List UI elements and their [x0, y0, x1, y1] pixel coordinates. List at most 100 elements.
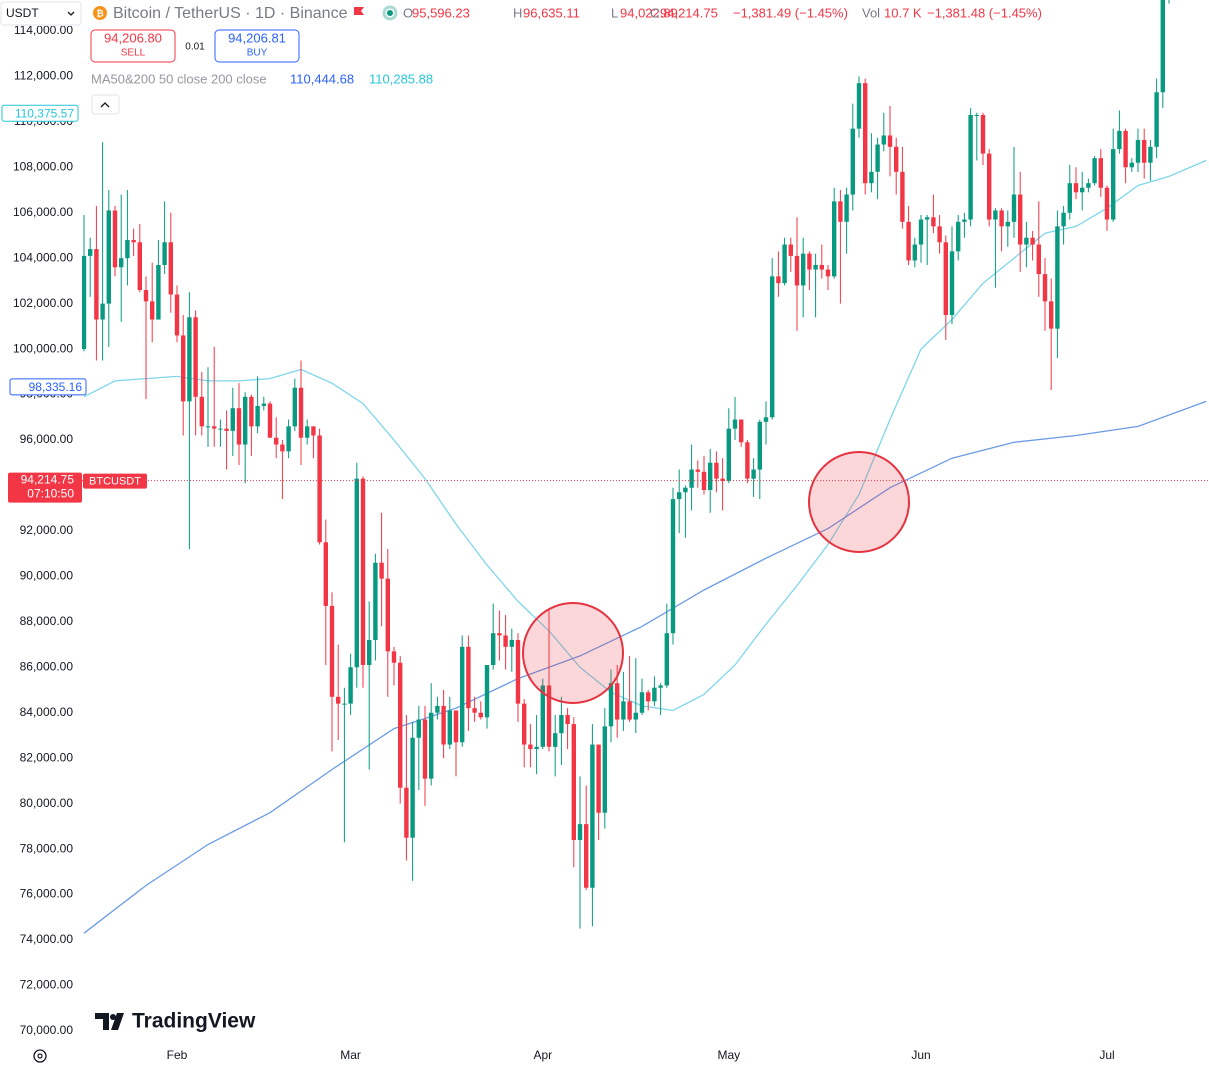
candle-body	[807, 253, 812, 270]
candle-body	[962, 219, 967, 222]
candle-body	[739, 419, 744, 443]
candle-body	[1092, 158, 1097, 184]
candle-body	[404, 787, 409, 838]
candle-body	[912, 244, 917, 261]
candle-body	[1148, 146, 1153, 163]
y-tick-label: 76,000.00	[20, 887, 74, 901]
candle-body	[137, 242, 142, 290]
ohlc-key: H	[513, 5, 522, 20]
sell-price: 94,206.80	[104, 30, 162, 45]
candle-body	[255, 405, 260, 427]
candle-body	[726, 428, 731, 481]
candle-body	[466, 646, 471, 709]
price-label-box	[8, 472, 82, 503]
flag-icon[interactable]	[354, 7, 364, 15]
candle-body	[298, 387, 304, 438]
candle-body	[695, 469, 700, 472]
collapse-button[interactable]	[91, 94, 120, 115]
y-tick-label: 78,000.00	[20, 841, 74, 855]
candle-body	[770, 276, 775, 418]
sell-label: SELL	[121, 48, 146, 59]
candle-body	[832, 201, 837, 277]
y-tick-label: 80,000.00	[20, 796, 74, 810]
buy-button[interactable]	[214, 29, 300, 63]
y-tick-label: 70,000.00	[20, 1023, 74, 1037]
candle-body	[212, 426, 217, 429]
logo-text: TradingView	[132, 1010, 256, 1033]
x-tick-label: Feb	[167, 1048, 188, 1062]
candle-body	[342, 703, 347, 705]
candle-body	[1042, 274, 1048, 302]
candle-body	[819, 265, 824, 270]
candle-body	[559, 715, 564, 734]
candle-body	[745, 442, 750, 479]
candle-body	[1018, 194, 1023, 245]
candle-body	[621, 701, 626, 720]
ohlc-value: 94,214.75	[660, 5, 718, 20]
candle-body	[1073, 183, 1079, 193]
indicator-name: MA50&200 50 close 200 close	[91, 71, 267, 86]
candle-body	[522, 703, 527, 745]
candle-body	[100, 303, 105, 320]
candle-body	[546, 685, 552, 747]
candle-body	[484, 665, 490, 718]
y-tick-label: 84,000.00	[20, 705, 74, 719]
vol-key: Vol	[862, 5, 880, 20]
candle-body	[894, 146, 899, 172]
y-tick-label: 102,000.00	[13, 296, 73, 310]
price-axis: 70,000.00 72,000.00 74,000.00 76,000.00 78,0…	[13, 23, 1115, 1062]
vol-change: −1,381.48 (−1.45%)	[927, 5, 1042, 20]
candle-body	[193, 317, 198, 397]
candle-body	[906, 221, 911, 261]
x-tick-label: Mar	[340, 1048, 361, 1062]
settings-icon[interactable]	[33, 1049, 47, 1063]
candle-body	[119, 258, 124, 268]
candle-body	[732, 419, 738, 429]
candle-body	[106, 210, 111, 304]
vol-value: 10.7 K	[884, 5, 922, 20]
candle-body	[652, 687, 657, 702]
sell-button[interactable]	[90, 29, 176, 63]
candle-body	[230, 408, 235, 431]
indicator-value: 110,285.88	[369, 71, 433, 86]
indicator-value: 110,444.68	[290, 71, 354, 86]
candle-body	[447, 710, 452, 745]
candle-body	[336, 696, 341, 704]
candle-body	[385, 578, 390, 652]
candle-body	[329, 605, 335, 697]
candle-body	[280, 444, 285, 452]
candle-body	[980, 115, 986, 154]
candle-body	[168, 242, 173, 295]
candle-body	[633, 712, 638, 720]
candle-body	[1117, 130, 1122, 150]
candle-body	[801, 253, 806, 286]
candle-body	[627, 701, 632, 720]
candle-body	[956, 221, 961, 252]
candle-body	[1142, 140, 1147, 163]
candle-body	[689, 469, 694, 488]
candle-body	[782, 244, 787, 284]
candle-body	[1123, 130, 1128, 168]
candle-body	[422, 719, 428, 779]
candle-body	[82, 255, 87, 350]
settings-icon-core	[37, 1053, 43, 1059]
candle-body	[788, 244, 793, 256]
candle-body	[1160, 0, 1165, 93]
candle-body	[181, 335, 186, 402]
quote-text: USDT	[6, 6, 39, 20]
candle-body	[757, 421, 762, 470]
candle-body	[131, 240, 136, 243]
candle-body	[249, 396, 254, 427]
quote-select[interactable]	[0, 1, 82, 26]
candle-body	[243, 396, 248, 445]
buy-label: BUY	[247, 48, 268, 59]
logo-mark	[95, 1013, 124, 1030]
candle-body	[577, 824, 583, 840]
candle-body	[596, 744, 601, 813]
candle-body	[143, 290, 149, 302]
candle-body	[664, 633, 669, 686]
candle-body	[1080, 187, 1085, 193]
candle-body	[1067, 183, 1072, 213]
candle-body	[218, 428, 223, 430]
